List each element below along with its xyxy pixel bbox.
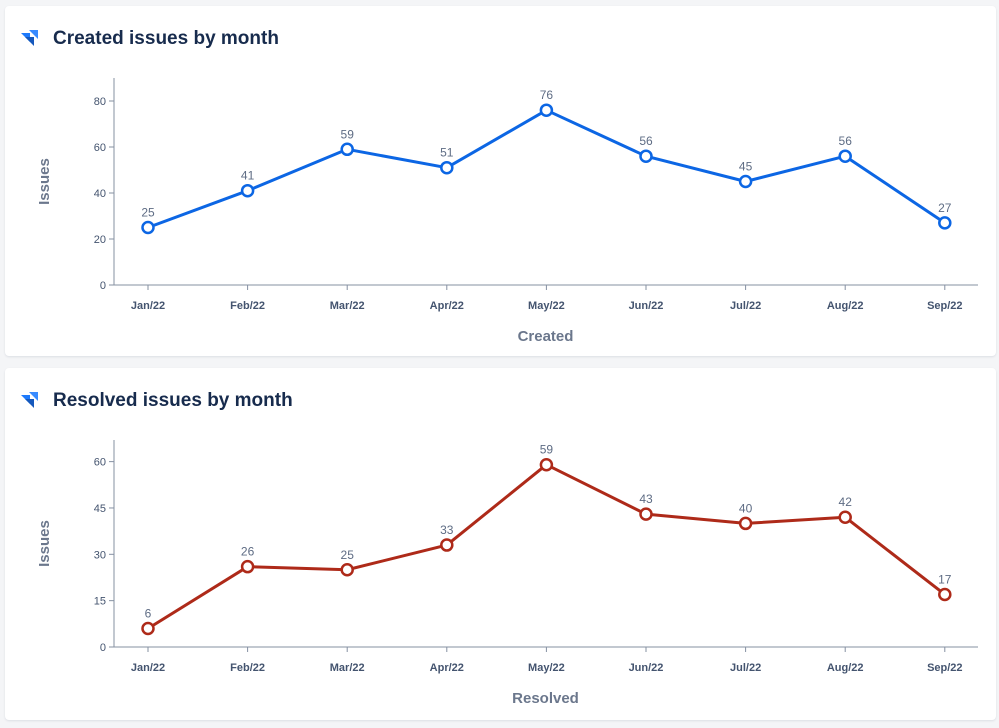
data-label: 26	[241, 545, 255, 559]
data-point	[938, 216, 952, 230]
data-label: 59	[540, 443, 554, 457]
y-tick-label: 0	[100, 280, 106, 292]
chart-title: Resolved issues by month	[53, 390, 293, 411]
data-point	[440, 538, 454, 552]
data-point	[340, 142, 354, 157]
data-label: 59	[341, 127, 355, 141]
x-tick-label: Mar/22	[330, 662, 365, 674]
data-point	[141, 621, 155, 636]
y-axis-title: Issues	[36, 158, 53, 205]
data-point	[141, 220, 155, 235]
x-tick-label: Jan/22	[131, 300, 165, 312]
x-tick-label: May/22	[528, 662, 565, 674]
y-tick-label: 15	[94, 596, 106, 608]
data-label: 25	[341, 548, 355, 562]
y-tick-label: 20	[94, 234, 106, 246]
y-tick-label: 0	[100, 642, 106, 654]
created-chart-card: Created issues by month 0 20 40 60 80 Jan/22 F…	[5, 6, 996, 356]
data-label: 25	[141, 206, 155, 220]
x-tick-label: Aug/22	[827, 300, 864, 312]
x-tick-label: Jan/22	[131, 662, 165, 674]
jira-logo-icon	[19, 391, 39, 411]
x-tick-label: Jul/22	[730, 662, 761, 674]
resolved-line-chart: 0 15 30 45 60 Jan/22 Feb/22 Mar/22 Apr/22 May/22 J…	[36, 440, 978, 707]
series-line	[146, 108, 947, 229]
data-point	[240, 559, 255, 574]
data-point	[738, 174, 753, 189]
x-tick-label: Sep/22	[927, 662, 962, 674]
data-point	[639, 149, 653, 163]
data-point	[539, 103, 554, 117]
x-tick-label: Sep/22	[927, 300, 962, 312]
series-line	[146, 463, 947, 630]
data-label: 76	[540, 88, 554, 102]
data-label: 40	[739, 501, 753, 515]
chart-title: Created issues by month	[53, 28, 279, 49]
chart-header: Resolved issues by month	[19, 390, 293, 412]
created-line-chart: 0 20 40 60 80 Jan/22 Feb/22 Mar/22 Apr/22 May/22 J…	[36, 78, 978, 345]
data-label: 41	[241, 169, 255, 183]
y-tick-label: 40	[94, 188, 106, 200]
data-label: 27	[938, 201, 952, 215]
data-label: 6	[145, 606, 152, 620]
data-label: 33	[440, 523, 454, 537]
x-tick-label: Aug/22	[827, 662, 864, 674]
y-tick-label: 80	[94, 96, 106, 108]
data-label: 45	[739, 160, 753, 174]
x-tick-label: Mar/22	[330, 300, 365, 312]
data-point	[639, 507, 653, 521]
jira-logo-icon	[19, 29, 39, 49]
data-point	[938, 587, 952, 602]
y-tick-label: 60	[94, 142, 106, 154]
y-tick-label: 30	[94, 549, 106, 561]
y-axis-title: Issues	[36, 520, 53, 567]
y-tick-label: 60	[94, 457, 106, 469]
data-point	[738, 516, 753, 531]
data-point	[340, 563, 354, 577]
x-tick-label: Jul/22	[730, 300, 761, 312]
data-point	[240, 183, 255, 198]
data-point	[440, 160, 454, 175]
x-axis-title: Created	[518, 328, 574, 345]
x-tick-label: Jun/22	[629, 300, 664, 312]
data-label: 42	[839, 495, 853, 509]
data-point	[838, 510, 852, 524]
data-label: 56	[839, 134, 853, 148]
x-tick-label: Feb/22	[230, 662, 265, 674]
data-point	[838, 149, 852, 163]
chart-header: Created issues by month	[19, 28, 279, 50]
x-tick-label: Jun/22	[629, 662, 664, 674]
x-tick-label: Apr/22	[430, 662, 464, 674]
x-tick-label: Feb/22	[230, 300, 265, 312]
y-tick-label: 45	[94, 503, 106, 515]
data-label: 56	[639, 134, 653, 148]
data-point	[539, 457, 554, 472]
x-tick-label: May/22	[528, 300, 565, 312]
data-label: 17	[938, 572, 952, 586]
data-label: 43	[639, 492, 653, 506]
resolved-chart-card: Resolved issues by month 0 15 30 45 60 Jan/22…	[5, 368, 996, 720]
data-label: 51	[440, 146, 454, 160]
x-axis-title: Resolved	[512, 690, 579, 707]
x-tick-label: Apr/22	[430, 300, 464, 312]
